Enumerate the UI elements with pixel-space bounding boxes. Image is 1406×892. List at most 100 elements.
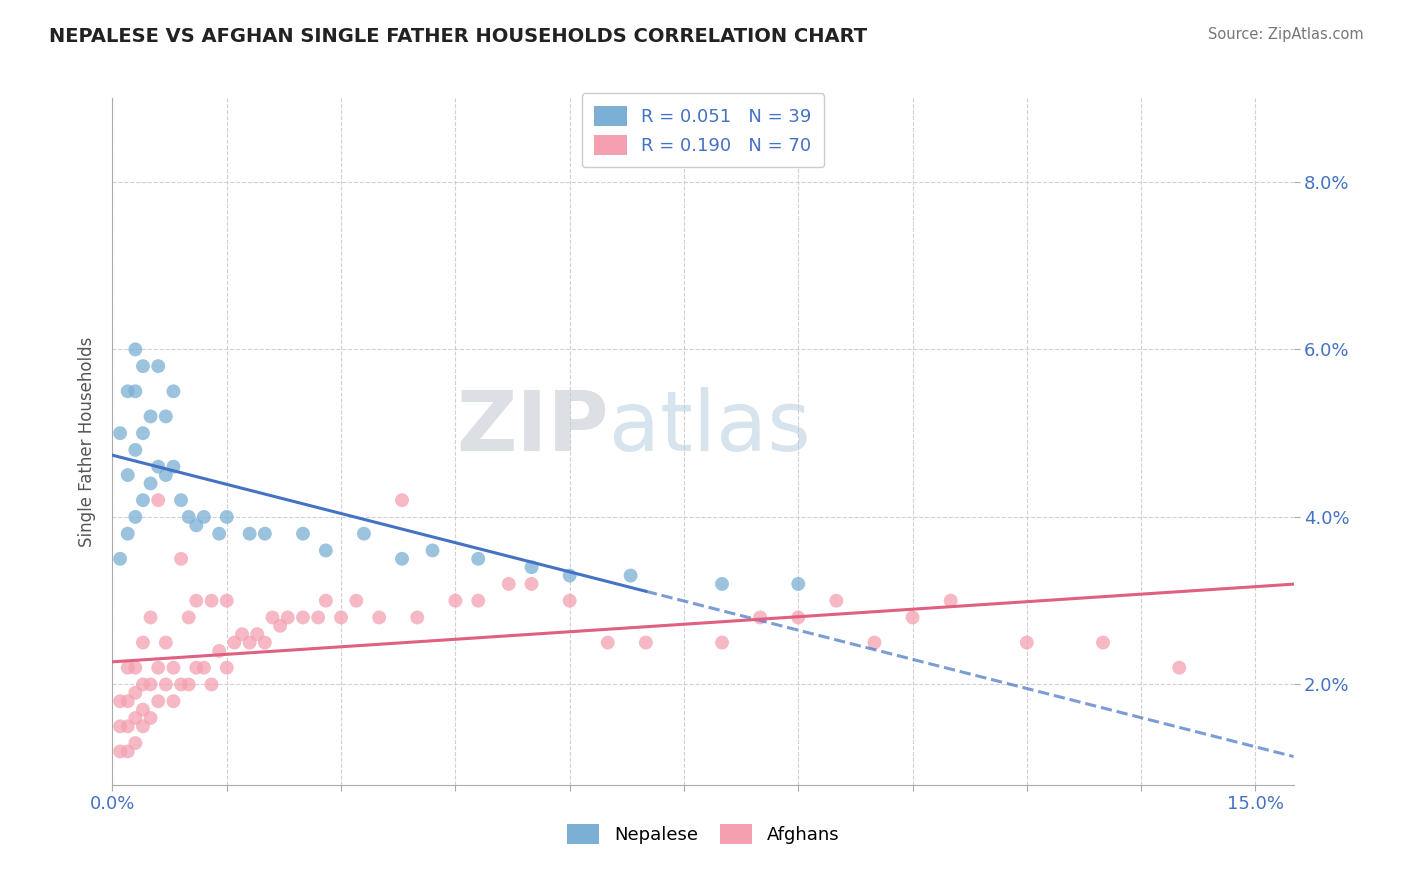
Point [368,610,391,624]
Point [139,409,162,424]
Point [177,610,200,624]
Point [239,635,262,649]
Point [711,635,734,649]
Point [162,384,184,399]
Point [467,551,489,566]
Point [117,384,139,399]
Point [124,384,146,399]
Point [148,694,170,708]
Point [1015,635,1038,649]
Point [558,568,581,582]
Point [132,493,155,508]
Point [108,744,131,758]
Point [108,551,131,566]
Point [139,677,162,691]
Point [132,635,155,649]
Point [467,593,489,607]
Point [863,635,886,649]
Point [148,359,170,373]
Point [108,426,131,441]
Point [124,442,146,457]
Point [224,635,246,649]
Point [124,686,146,700]
Point [186,661,208,675]
Point [344,593,367,607]
Point [231,627,253,641]
Point [132,719,155,733]
Point [132,426,155,441]
Point [330,610,353,624]
Point [208,644,231,658]
Point [124,661,146,675]
Point [139,476,162,491]
Text: NEPALESE VS AFGHAN SINGLE FATHER HOUSEHOLDS CORRELATION CHART: NEPALESE VS AFGHAN SINGLE FATHER HOUSEHO… [49,27,868,45]
Point [711,577,734,591]
Point [262,610,284,624]
Point [353,526,375,541]
Point [269,619,291,633]
Point [498,577,520,591]
Point [132,677,155,691]
Point [155,677,177,691]
Point [155,409,177,424]
Point [124,736,146,750]
Point [132,359,155,373]
Point [148,459,170,474]
Point [520,577,543,591]
Point [108,694,131,708]
Point [1168,661,1191,675]
Point [444,593,467,607]
Point [291,526,314,541]
Point [634,635,657,649]
Point [162,661,184,675]
Point [391,551,413,566]
Point [406,610,429,624]
Point [307,610,329,624]
Point [148,493,170,508]
Point [170,493,193,508]
Y-axis label: Single Father Households: Single Father Households [77,336,96,547]
Point [749,610,772,624]
Point [170,551,193,566]
Point [315,593,337,607]
Point [117,661,139,675]
Point [117,526,139,541]
Point [124,510,146,524]
Point [132,702,155,716]
Point [193,510,215,524]
Point [200,677,222,691]
Point [193,661,215,675]
Point [422,543,444,558]
Point [939,593,962,607]
Point [162,694,184,708]
Point [215,510,238,524]
Point [117,719,139,733]
Point [825,593,848,607]
Text: atlas: atlas [609,387,810,468]
Point [162,459,184,474]
Point [277,610,299,624]
Point [139,610,162,624]
Point [215,661,238,675]
Point [239,526,262,541]
Point [253,526,276,541]
Point [117,468,139,483]
Point [155,468,177,483]
Point [177,510,200,524]
Point [170,677,193,691]
Point [1092,635,1115,649]
Point [200,593,222,607]
Point [155,635,177,649]
Point [596,635,619,649]
Point [124,343,146,357]
Point [117,694,139,708]
Point [246,627,269,641]
Point [315,543,337,558]
Point [148,661,170,675]
Text: Source: ZipAtlas.com: Source: ZipAtlas.com [1208,27,1364,42]
Point [108,719,131,733]
Point [253,635,276,649]
Point [291,610,314,624]
Legend: Nepalese, Afghans: Nepalese, Afghans [560,817,846,852]
Point [558,593,581,607]
